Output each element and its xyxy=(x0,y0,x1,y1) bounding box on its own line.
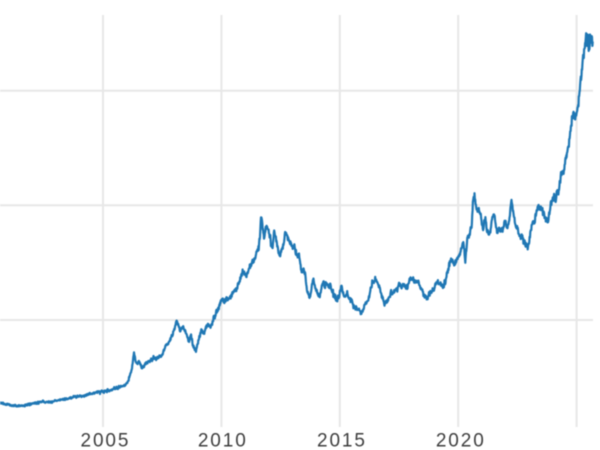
svg-text:2015: 2015 xyxy=(317,431,367,450)
svg-text:2020: 2020 xyxy=(436,431,486,450)
svg-text:2010: 2010 xyxy=(198,431,248,450)
svg-text:2005: 2005 xyxy=(81,431,131,450)
